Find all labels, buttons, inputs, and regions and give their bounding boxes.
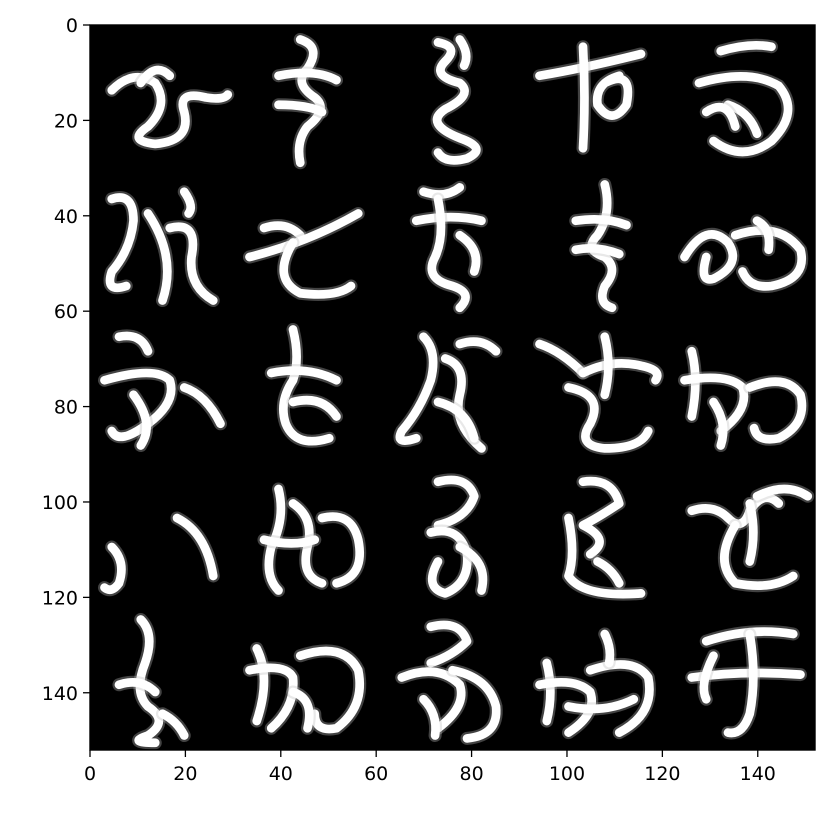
glyph-sample	[569, 177, 634, 315]
x-tick-label: 60	[364, 763, 388, 785]
x-tick-label: 20	[173, 763, 197, 785]
glyph-sample	[692, 38, 795, 159]
glyph-sample	[97, 329, 228, 453]
glyph-sample	[532, 627, 656, 740]
x-axis: 0 20 40 60 80 100 120 140	[84, 750, 776, 785]
glyph-sample	[424, 473, 490, 600]
y-tick-label: 40	[54, 206, 78, 228]
glyph-sample	[264, 322, 344, 448]
glyph-sample	[677, 214, 809, 293]
glyph-sample	[532, 40, 648, 155]
glyph-sample	[242, 641, 367, 736]
glyph-grid	[97, 32, 815, 750]
y-tick-label: 100	[42, 492, 78, 514]
x-tick-label: 0	[84, 763, 96, 785]
x-tick-label: 140	[740, 763, 776, 785]
y-tick-label: 140	[42, 683, 78, 705]
y-tick-label: 0	[66, 15, 78, 37]
glyph-sample	[271, 32, 344, 170]
glyph-sample	[105, 63, 235, 151]
glyph-sample	[393, 330, 503, 455]
glyph-sample	[242, 206, 365, 301]
glyph-sample	[103, 185, 220, 308]
glyph-sample	[561, 474, 648, 601]
axes-frame	[89, 24, 816, 751]
glyph-sample	[430, 32, 483, 167]
x-tick-label: 100	[549, 763, 585, 785]
glyph-sample	[677, 344, 809, 453]
y-tick-label: 80	[54, 397, 78, 419]
y-axis: 0 20 40 60 80 100 120 140	[42, 15, 90, 705]
glyph-sample	[532, 330, 664, 455]
glyph-sample	[112, 612, 191, 750]
glyph-sample	[685, 625, 808, 740]
y-tick-label: 20	[54, 110, 78, 132]
y-tick-label: 120	[42, 587, 78, 609]
x-tick-label: 40	[269, 763, 293, 785]
x-tick-label: 120	[644, 763, 680, 785]
x-tick-label: 80	[459, 763, 483, 785]
glyph-sample	[395, 618, 503, 745]
glyph-sample	[409, 180, 489, 315]
glyph-sample	[257, 482, 367, 598]
glyph-sample	[685, 482, 815, 593]
glyph-sample	[97, 511, 220, 597]
y-tick-label: 60	[54, 301, 78, 323]
